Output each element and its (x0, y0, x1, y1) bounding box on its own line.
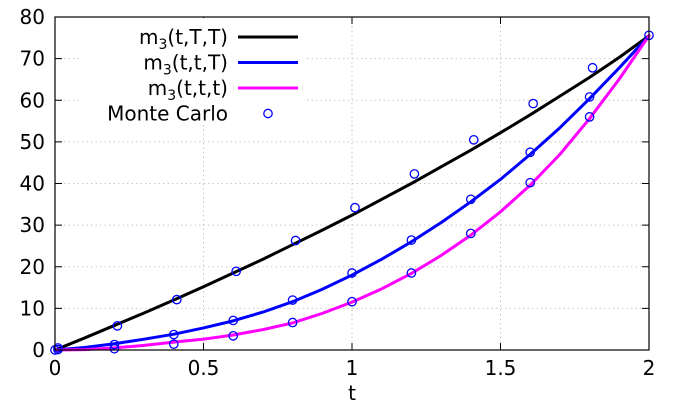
monte-carlo-point (168, 329, 179, 340)
x-tick-label: 0.5 (188, 356, 220, 380)
monte-carlo-point (350, 202, 360, 213)
monte-carlo-point (406, 268, 417, 278)
monte-carlo-point (528, 98, 539, 109)
monte-carlo-point (587, 62, 598, 73)
y-tick-label: 40 (20, 172, 45, 196)
monte-carlo-point (525, 147, 536, 158)
y-tick-label: 0 (32, 338, 45, 362)
y-tick-label: 60 (20, 88, 45, 112)
monte-carlo-point (228, 330, 239, 341)
y-tick-label: 80 (20, 5, 45, 29)
series-line (53, 34, 651, 352)
legend-swatch-marker (263, 108, 273, 119)
monte-carlo-point (465, 228, 476, 239)
y-tick-label: 30 (20, 213, 45, 237)
monte-carlo-point (171, 294, 182, 305)
monte-carlo-point (109, 343, 120, 354)
monte-carlo-point (231, 266, 242, 277)
y-tick-label: 20 (20, 255, 45, 279)
y-tick-label: 10 (20, 296, 45, 320)
monte-carlo-point (290, 235, 301, 246)
y-tick-label: 50 (20, 130, 45, 154)
series-line (53, 34, 651, 352)
monte-carlo-point (525, 177, 536, 188)
legend-label: m3(t,T,T) (139, 25, 228, 53)
legend-label: Monte Carlo (107, 102, 228, 126)
x-axis-label: t (348, 381, 356, 405)
monte-carlo-point (112, 321, 123, 331)
monte-carlo-point (465, 194, 476, 205)
series-layer (53, 34, 651, 352)
monte-carlo-point (347, 296, 357, 307)
monte-carlo-point (406, 235, 417, 245)
series-line (53, 34, 651, 352)
y-tick-label: 70 (20, 47, 45, 71)
monte-carlo-point (584, 112, 595, 122)
legend-label: m3(t,t,T) (143, 51, 228, 79)
x-tick-label: 0 (49, 356, 62, 380)
monte-carlo-point (168, 339, 179, 350)
monte-carlo-point (109, 339, 120, 350)
monte-carlo-point (347, 268, 357, 278)
x-tick-label: 1.5 (485, 356, 517, 380)
x-tick-label: 2 (643, 356, 656, 380)
monte-carlo-point (287, 295, 298, 305)
monte-carlo-point (409, 169, 420, 179)
monte-carlo-point (468, 134, 479, 145)
x-tick-label: 1 (346, 356, 359, 380)
legend: m3(t,T,T)m3(t,t,T)m3(t,t,t)Monte Carlo (107, 25, 298, 126)
monte-carlo-point (228, 315, 239, 326)
monte-carlo-point (584, 92, 595, 102)
monte-carlo-point (287, 317, 298, 328)
legend-label: m3(t,t,t) (148, 76, 228, 104)
